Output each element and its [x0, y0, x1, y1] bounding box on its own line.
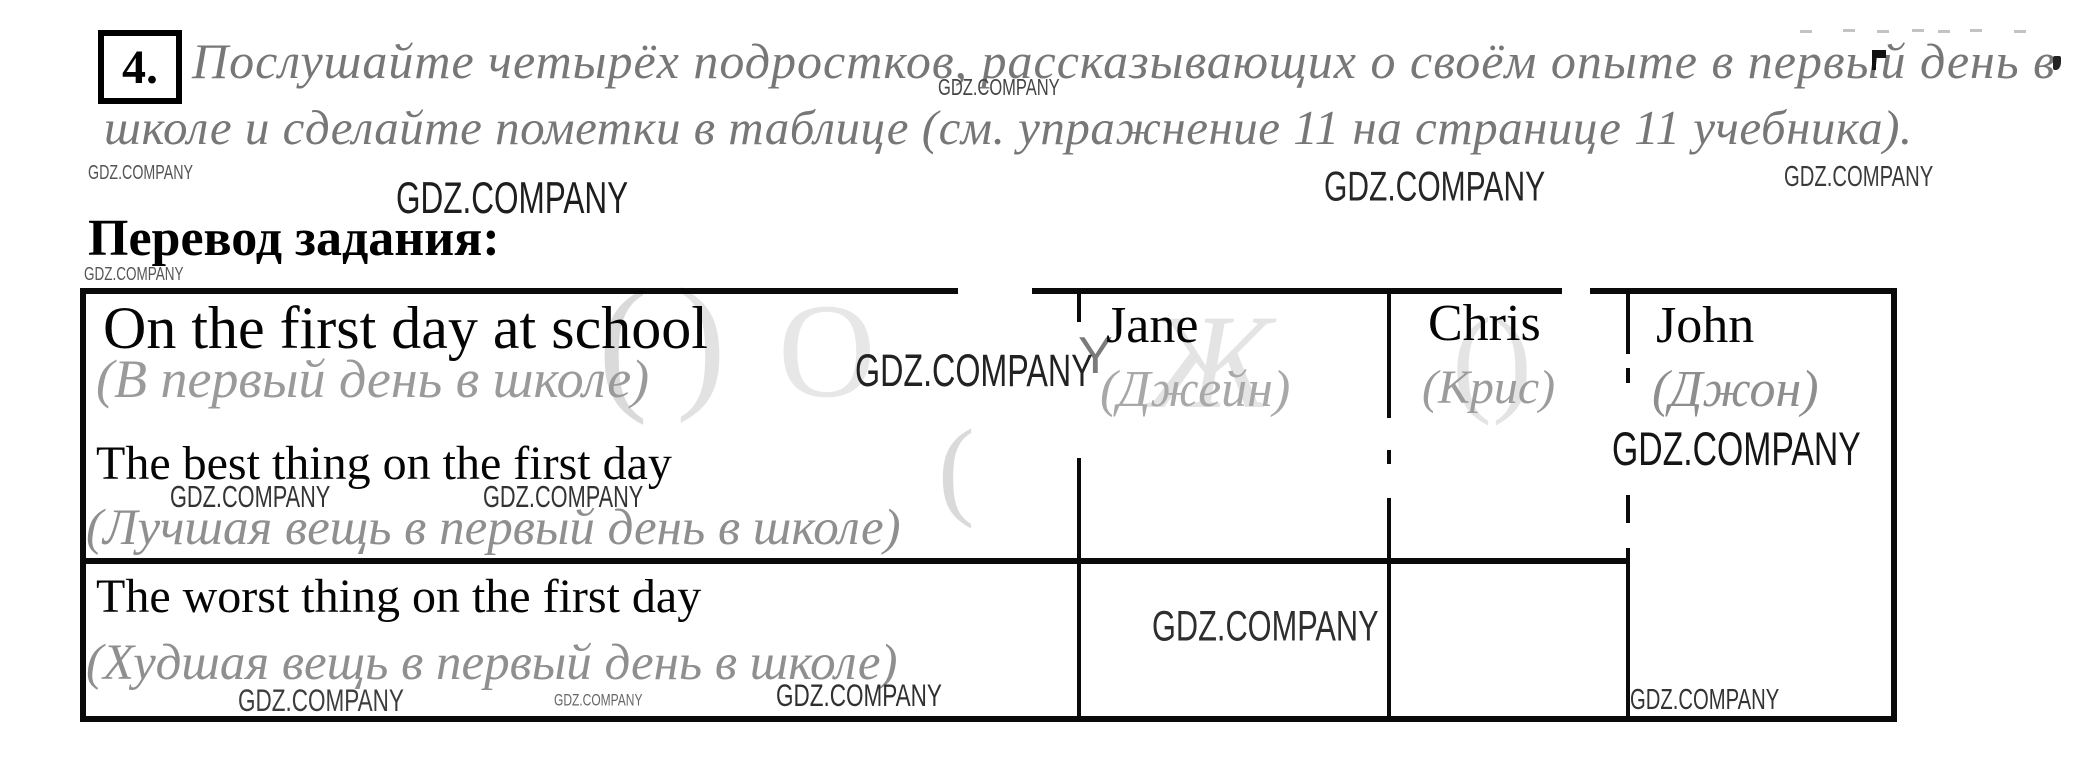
ghost-glyph: (: [598, 260, 648, 426]
table-column-separator-3: [1626, 495, 1630, 523]
table-border-left: [80, 288, 86, 722]
table-border-bottom: [80, 716, 1897, 722]
scan-artifact: [1872, 50, 1876, 70]
watermark: GDZ.COMPANY: [396, 172, 629, 223]
watermark: GDZ.COMPANY: [1152, 601, 1379, 651]
watermark: GDZ.COMPANY: [1784, 160, 1934, 193]
watermark: GDZ.COMPANY: [170, 480, 331, 515]
scan-artifact: [1970, 29, 1982, 32]
table-border-top: [80, 288, 958, 294]
table-column-separator-2: [1387, 450, 1391, 464]
task-number: 4.: [122, 40, 158, 94]
table-column-separator-1: [1077, 288, 1081, 322]
col-header-chris-en: Chris: [1428, 295, 1541, 352]
row-worst-en: The worst thing on the first day: [96, 570, 702, 623]
ghost-glyph: О: [778, 277, 876, 426]
watermark: GDZ.COMPANY: [554, 691, 643, 710]
table-column-separator-2: [1387, 498, 1391, 722]
col-header-john-ru: (Джон): [1652, 361, 1819, 418]
task-number-box: 4.: [98, 30, 182, 104]
watermark: GDZ.COMPANY: [1612, 421, 1861, 476]
watermark: GDZ.COMPANY: [855, 345, 1093, 397]
watermark: GDZ.COMPANY: [483, 480, 644, 515]
table-corner-ru: (В первый день в школе): [96, 349, 650, 409]
task-instruction-line2: школе и сделайте пометки в таблице (см. …: [104, 100, 1913, 155]
row-worst-ru: (Худшая вещь в первый день в школе): [86, 635, 898, 691]
table-border-top: [1590, 288, 1897, 294]
table-corner-en: On the first day at school: [103, 295, 708, 361]
scan-artifact: [1800, 30, 1812, 33]
col-header-john-en: John: [1656, 297, 1755, 354]
scan-artifact: [2053, 56, 2061, 70]
watermark: GDZ.COMPANY: [84, 262, 184, 284]
row-best-en: The best thing on the first day: [96, 437, 672, 490]
ghost-glyph: ): [676, 258, 726, 424]
table-border-top: [1032, 288, 1562, 294]
scan-artifact: [1877, 30, 1889, 33]
table-column-separator-3: [1626, 368, 1630, 383]
col-header-jane-ru: (Джейн): [1100, 361, 1291, 418]
watermark: GDZ.COMPANY: [938, 73, 1060, 101]
ghost-glyph: (: [938, 407, 975, 529]
scan-artifact: [1876, 50, 1886, 58]
scan-artifact: [2014, 30, 2026, 33]
ghost-glyph: (): [1452, 293, 1532, 426]
task-instruction-line1: Послушайте четырёх подростков, рассказыв…: [192, 33, 2056, 89]
col-header-jane-en: Jane: [1106, 297, 1199, 354]
table-column-separator-3: [1626, 548, 1630, 722]
scan-artifact: [1912, 29, 1924, 32]
watermark: GDZ.COMPANY: [238, 683, 404, 719]
table-row-divider: [80, 558, 1630, 564]
scan-artifact: [1843, 29, 1855, 32]
row-best-ru: (Лучшая вещь в первый день в школе): [86, 500, 901, 556]
ghost-glyph: Y: [1078, 327, 1113, 385]
watermark: GDZ.COMPANY: [1324, 163, 1546, 211]
table-border-right: [1891, 288, 1897, 722]
table-column-separator-2: [1387, 290, 1391, 418]
col-header-chris-ru: (Крис): [1422, 361, 1556, 414]
scan-artifact: [1938, 30, 1950, 33]
watermark: GDZ.COMPANY: [1630, 683, 1780, 716]
translation-heading: Перевод задания:: [88, 210, 500, 267]
watermark: GDZ.COMPANY: [776, 678, 942, 714]
table-column-separator-3: [1626, 290, 1630, 354]
table-column-separator-1: [1077, 458, 1081, 722]
ghost-glyph: Ж: [1148, 288, 1272, 437]
watermark: GDZ.COMPANY: [88, 161, 194, 184]
